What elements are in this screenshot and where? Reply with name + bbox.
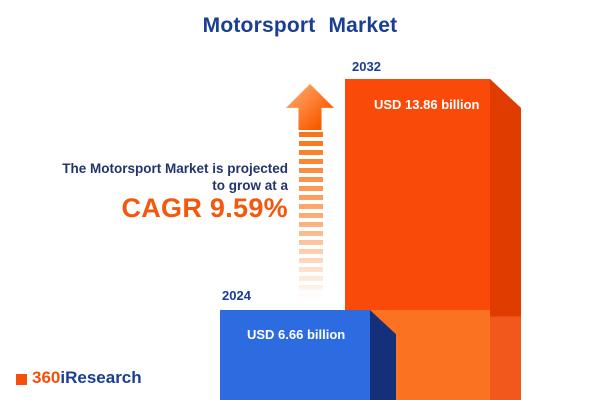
- cagr-value: CAGR 9.59%: [121, 193, 288, 223]
- annotation-line-2: to grow at a: [212, 178, 288, 193]
- annotation-block: The Motorsport Market is projected to gr…: [10, 160, 288, 223]
- growth-arrow-icon: [286, 84, 334, 130]
- logo-square-icon: [16, 373, 27, 385]
- logo-prefix: 360: [32, 368, 61, 387]
- bar-2032-side-face: [490, 79, 521, 400]
- logo-suffix: iResearch: [60, 368, 142, 387]
- bar-2032-year-label: 2032: [352, 59, 381, 74]
- growth-arrow-dashed-tail: [299, 132, 323, 300]
- bar-2024-year-label: 2024: [222, 288, 251, 303]
- logo: 360 iResearch: [16, 368, 142, 388]
- bar-2024-value-label: USD 6.66 billion: [247, 327, 346, 342]
- bar-2024: [220, 310, 370, 400]
- annotation-line-1: The Motorsport Market is projected: [62, 161, 288, 176]
- bar-2032-value-label: USD 13.86 billion: [374, 97, 480, 112]
- page-title: Motorsport Market: [202, 14, 398, 37]
